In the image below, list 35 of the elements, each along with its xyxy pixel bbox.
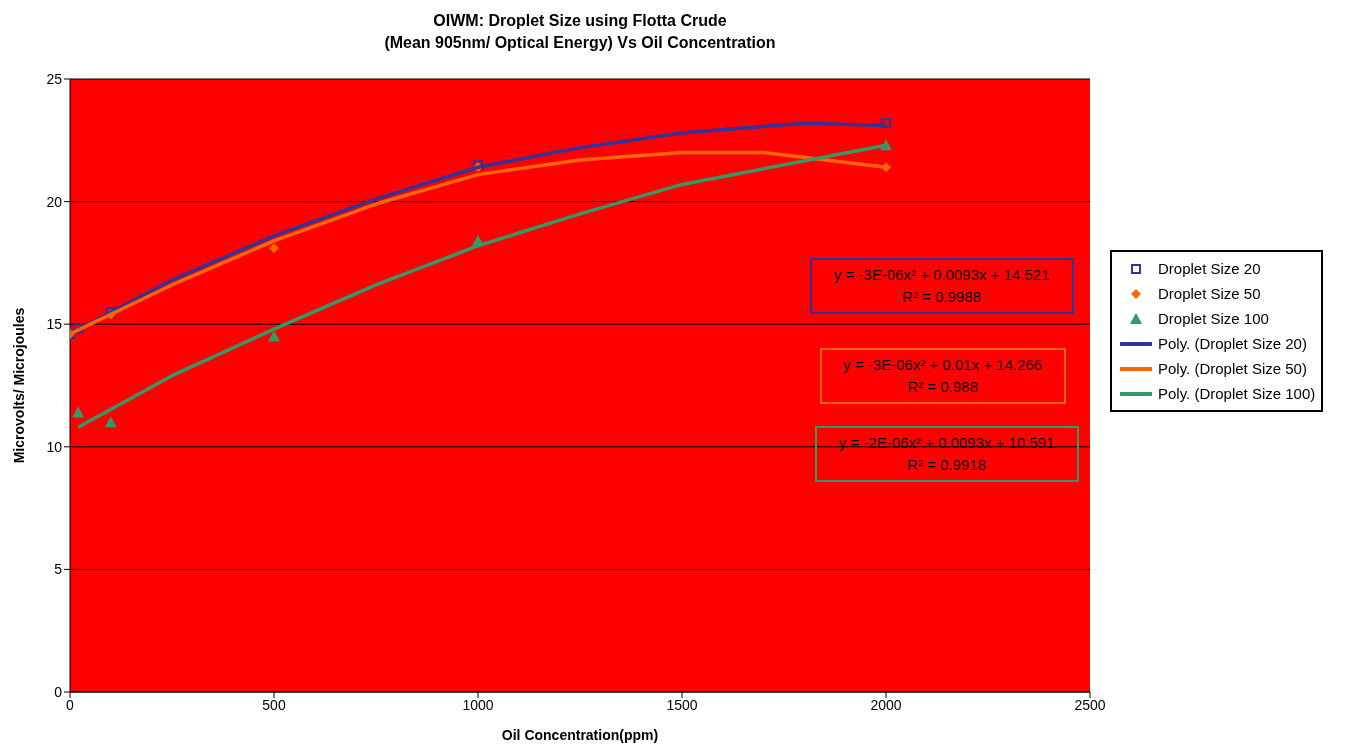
x-tick-label: 1500 [666,696,698,713]
legend-label: Poly. (Droplet Size 20) [1158,334,1307,354]
annotation: y = -3E-06x² + 0.01x + 14.266 [842,355,1044,375]
annotation: R² = 0.9988 [901,287,983,307]
y-tick-label: 10 [46,438,63,455]
y-axis-title: Microvolts/ Microjoules [11,307,27,464]
point [268,330,280,342]
y-tick-label: 15 [46,316,63,333]
point [881,118,891,129]
x-tick-label: 2500 [1074,696,1106,713]
y-tick-label: 25 [46,70,63,87]
annotation: R² = 0.988 [906,377,980,397]
equation-box: y = -3E-06x² + 0.0093x + 14.521 R² = 0.9988 [810,258,1074,314]
x-tick-label: 0 [66,696,75,713]
point [73,324,84,335]
point [72,406,85,418]
annotation: y = -3E-06x² + 0.0093x + 14.521 [833,265,1051,285]
legend-label: Poly. (Droplet Size 100) [1158,384,1316,404]
point [104,416,117,428]
x-tick-label: 2000 [870,696,902,713]
legend-label: Poly. (Droplet Size 50) [1158,359,1307,379]
legend-label: Droplet Size 20 [1158,259,1261,279]
point [269,243,279,254]
legend-label: Droplet Size 50 [1158,284,1261,304]
x-tick-label: 1000 [462,696,494,713]
x-axis-title: Oil Concentration(ppm) [501,727,659,743]
y-tick-label: 0 [54,683,63,700]
x-tick-label: 500 [262,696,286,713]
chart-subtitle: (Mean 905nm/ Optical Energy) Vs Oil Concentration [383,33,777,53]
y-tick-label: 20 [46,193,63,210]
annotation: R² = 0.9918 [906,455,988,475]
equation-box: y = -3E-06x² + 0.01x + 14.266 R² = 0.988 [820,348,1066,404]
legend-label: Droplet Size 100 [1158,309,1269,329]
y-tick-label: 5 [54,561,63,578]
chart-title: OIWM: Droplet Size using Flotta Crude [432,11,728,31]
